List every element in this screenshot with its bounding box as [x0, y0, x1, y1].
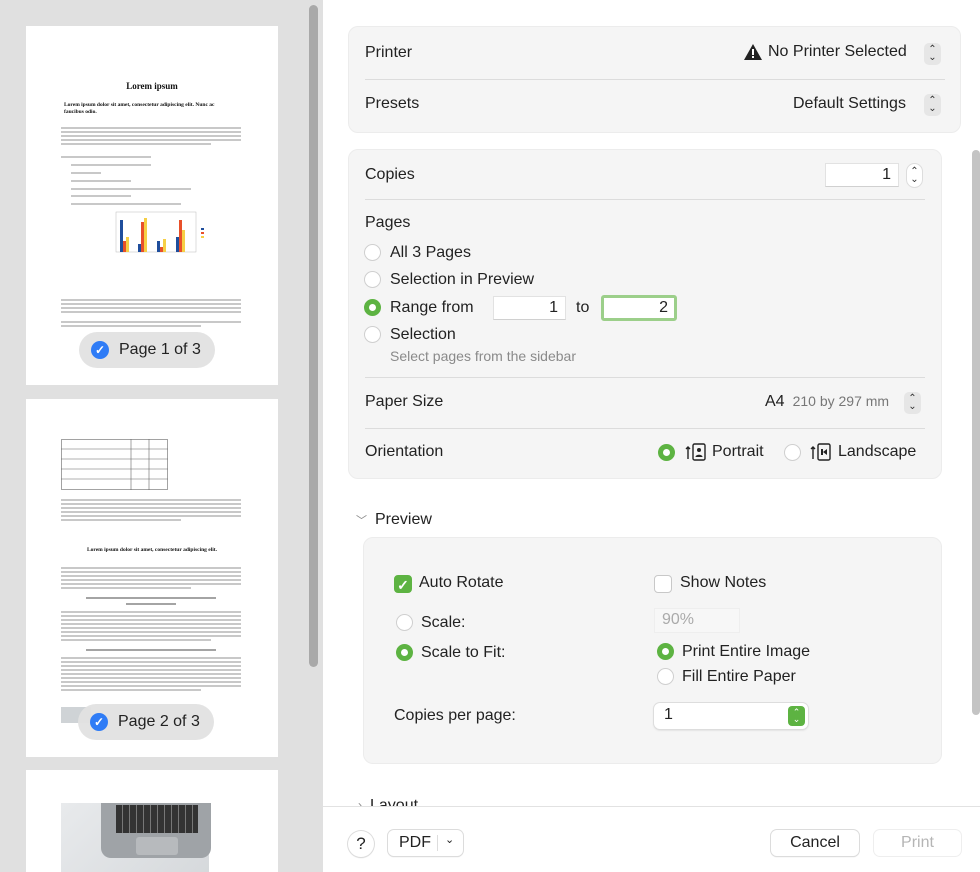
radio-selection[interactable] [364, 326, 381, 343]
pdf-menu-button[interactable]: PDF ⌄ [388, 830, 463, 856]
printer-value: No Printer Selected [768, 43, 907, 60]
paper-size-detail: 210 by 297 mm [792, 393, 890, 409]
copies-per-page-select[interactable]: 1 ⌃ ⌄ [654, 703, 808, 729]
badge-label: Page 1 of 3 [119, 341, 201, 358]
presets-select[interactable]: Default Settings [793, 95, 906, 112]
show-notes-label: Show Notes [680, 574, 767, 591]
scale-to-fit-label: Scale to Fit: [421, 644, 506, 661]
selection-hint: Select pages from the sidebar [390, 348, 576, 364]
show-notes-checkbox[interactable] [654, 575, 672, 593]
thumb-heading: Lorem ipsum dolor sit amet, consectetur … [64, 102, 215, 115]
copies-input[interactable]: 1 [825, 163, 899, 187]
selection-in-preview-label: Selection in Preview [390, 271, 535, 288]
preview-options-panel [363, 537, 942, 764]
help-button[interactable]: ? [348, 831, 374, 857]
sidebar-scrollbar[interactable] [309, 5, 318, 667]
paper-size-chevron-updown-icon[interactable]: ⌃ ⌄ [904, 392, 921, 414]
chevron-down-icon: ⌄ [445, 834, 455, 846]
thumb-image-laptop [61, 803, 211, 872]
warning-icon [744, 44, 762, 60]
thumb-chart [115, 211, 204, 253]
divider [365, 428, 925, 429]
page-thumbnail-1[interactable]: Lorem ipsum Lorem ipsum dolor sit amet, … [26, 26, 278, 385]
landscape-icon [810, 443, 831, 461]
print-entire-image-label: Print Entire Image [682, 643, 811, 660]
checkmark-icon: ✓ [90, 713, 108, 731]
presets-label: Presets [365, 95, 420, 112]
settings-scrollbar[interactable] [972, 150, 980, 715]
layout-header: Layout [370, 796, 419, 808]
chevron-down-icon: ﹀ [356, 515, 367, 527]
auto-rotate-label: Auto Rotate [419, 574, 504, 591]
range-to-input[interactable]: 2 [601, 295, 677, 321]
thumb-table [61, 439, 168, 490]
presets-chevron-updown-icon[interactable]: ⌃ ⌄ [924, 94, 941, 116]
paper-size-value: A4 [765, 393, 785, 410]
radio-portrait[interactable] [658, 444, 675, 461]
thumb-heading: Lorem ipsum dolor sit amet, consectetur … [86, 547, 217, 553]
page-thumbnail-3[interactable] [26, 770, 278, 872]
copies-label: Copies [365, 166, 415, 183]
printer-chevron-updown-icon[interactable]: ⌃ ⌄ [924, 43, 941, 65]
cancel-button[interactable]: Cancel [771, 830, 859, 856]
selection-label: Selection [390, 326, 456, 343]
print-button[interactable]: Print [874, 830, 961, 856]
portrait-icon [685, 443, 706, 461]
range-from-input[interactable]: 1 [493, 296, 566, 320]
chevron-right-icon: › [358, 798, 362, 807]
landscape-label: Landscape [838, 443, 917, 460]
chevron-updown-icon: ⌃ ⌄ [788, 706, 805, 726]
radio-selection-in-preview[interactable] [364, 271, 381, 288]
pdf-label: PDF [399, 834, 431, 851]
layout-section-toggle[interactable]: › Layout [358, 795, 419, 808]
scale-input[interactable]: 90% [654, 608, 740, 633]
radio-fill-entire-paper[interactable] [657, 668, 674, 685]
page-2-selected-badge[interactable]: ✓ Page 2 of 3 [78, 704, 214, 740]
divider [365, 79, 945, 80]
range-to-label: to [576, 299, 590, 316]
scale-label: Scale: [421, 614, 466, 631]
radio-landscape[interactable] [784, 444, 801, 461]
preview-header: Preview [375, 511, 432, 528]
radio-scale[interactable] [396, 614, 413, 631]
divider [365, 377, 925, 378]
divider [365, 199, 925, 200]
copies-per-page-value: 1 [664, 706, 673, 723]
badge-label: Page 2 of 3 [118, 713, 200, 730]
portrait-label: Portrait [712, 443, 764, 460]
orientation-label: Orientation [365, 443, 444, 460]
page-1-selected-badge[interactable]: ✓ Page 1 of 3 [79, 332, 215, 368]
page-thumbnail-sidebar: Lorem ipsum Lorem ipsum dolor sit amet, … [0, 0, 323, 872]
paper-size-select[interactable]: A4 210 by 297 mm [765, 393, 889, 411]
checkmark-icon: ✓ [91, 341, 109, 359]
thumb-title: Lorem ipsum [126, 81, 178, 91]
auto-rotate-checkbox[interactable]: ✓ [394, 575, 412, 593]
radio-all-pages[interactable] [364, 244, 381, 261]
page-thumbnail-2[interactable]: Lorem ipsum dolor sit amet, consectetur … [26, 399, 278, 757]
printer-label: Printer [365, 44, 413, 61]
preview-section-toggle[interactable]: ﹀ Preview [356, 511, 432, 529]
copies-stepper[interactable]: ⌃ ⌄ [906, 163, 923, 188]
radio-range-from[interactable] [364, 299, 381, 316]
pages-label: Pages [365, 214, 411, 231]
copies-per-page-label: Copies per page: [394, 707, 516, 724]
radio-scale-to-fit[interactable] [396, 644, 413, 661]
fill-entire-paper-label: Fill Entire Paper [682, 668, 796, 685]
range-from-label: Range from [390, 299, 474, 316]
radio-print-entire-image[interactable] [657, 643, 674, 660]
printer-select[interactable]: No Printer Selected [744, 43, 907, 61]
paper-size-label: Paper Size [365, 393, 444, 410]
all-pages-label: All 3 Pages [390, 244, 471, 261]
